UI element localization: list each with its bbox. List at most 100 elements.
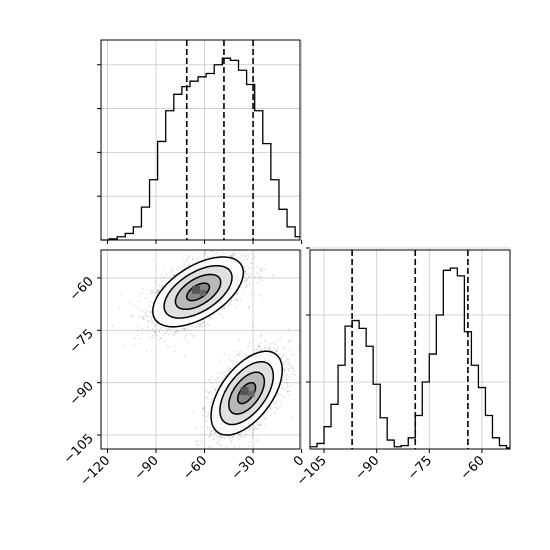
scatter-point (212, 432, 215, 435)
scatter-point (219, 359, 222, 362)
scatter-point (288, 358, 290, 361)
scatter-point (276, 350, 278, 352)
scatter-point (166, 345, 169, 347)
scatter-point (236, 292, 239, 295)
scatter-point (179, 328, 182, 331)
scatter-point (208, 256, 211, 258)
scatter-point (247, 266, 250, 269)
scatter-point (268, 407, 271, 410)
scatter-point (258, 345, 261, 348)
scatter-point (233, 363, 236, 365)
scatter-point (201, 426, 203, 429)
scatter-point (206, 256, 209, 258)
scatter-point (163, 340, 165, 343)
scatter-point (235, 349, 238, 352)
scatter-point (255, 349, 258, 351)
scatter-point (145, 297, 148, 300)
scatter-point (272, 401, 275, 403)
scatter-point (150, 310, 152, 313)
scatter-point (154, 324, 157, 327)
scatter-point (245, 433, 247, 436)
scatter-point (270, 408, 272, 410)
scatter-point (172, 333, 174, 336)
scatter-point (291, 369, 294, 372)
scatter-point (253, 429, 256, 432)
scatter-point (280, 401, 283, 403)
scatter-point (167, 333, 169, 336)
scatter-point (205, 390, 208, 393)
scatter-point (216, 251, 219, 254)
scatter-point (282, 378, 284, 381)
scatter-point (211, 250, 214, 253)
density-peak-cell (200, 289, 207, 296)
scatter-point (251, 253, 254, 256)
scatter-point (151, 327, 154, 330)
scatter-point (226, 369, 229, 371)
scatter-point (139, 337, 142, 340)
scatter-point (141, 287, 144, 290)
scatter-point (251, 292, 253, 295)
scatter-point (263, 346, 266, 348)
scatter-point (195, 326, 197, 329)
scatter-point (237, 434, 240, 436)
scatter-point (137, 300, 140, 303)
scatter-point (217, 240, 219, 242)
scatter-point (165, 272, 168, 275)
scatter-point (236, 437, 239, 440)
histogram-frame (309, 249, 511, 450)
scatter-point (258, 346, 261, 348)
scatter-point (280, 356, 283, 359)
scatter-point (189, 325, 192, 328)
scatter-point (172, 274, 175, 276)
scatter-point (200, 326, 203, 328)
scatter-point (291, 415, 294, 418)
scatter-point (210, 398, 213, 400)
scatter-point (232, 253, 235, 256)
scatter-point (173, 345, 176, 347)
scatter-point (217, 312, 220, 315)
scatter-point (229, 254, 232, 257)
scatter-point (154, 330, 156, 333)
scatter-point (264, 345, 267, 348)
scatter-point (204, 252, 207, 255)
scatter-point (157, 289, 160, 291)
scatter-point (148, 320, 151, 323)
scatter-point (258, 427, 261, 430)
scatter-point (232, 436, 235, 439)
scatter-point (131, 315, 134, 318)
scatter-point (256, 271, 259, 274)
y-tick-label: −105 (61, 431, 97, 467)
x-tick-label: −90 (132, 453, 162, 483)
scatter-point (252, 433, 255, 436)
scatter-point (166, 330, 168, 333)
scatter-point (251, 266, 254, 269)
scatter-point (131, 315, 134, 318)
scatter-point (162, 276, 165, 279)
scatter-point (281, 355, 284, 358)
scatter-point (266, 409, 269, 412)
scatter-point (267, 349, 270, 351)
density-layer (112, 240, 300, 449)
scatter-point (238, 439, 240, 441)
scatter-point (262, 415, 265, 418)
scatter-point (267, 411, 269, 414)
density-peak-cell (240, 387, 249, 396)
scatter-point (287, 361, 290, 363)
scatter-point (243, 242, 245, 244)
scatter-point (183, 328, 186, 330)
scatter-point (202, 414, 205, 417)
scatter-point (238, 434, 241, 436)
scatter-point (286, 386, 289, 388)
scatter-point (208, 446, 211, 449)
scatter-point (258, 275, 261, 278)
scatter-point (214, 378, 217, 381)
scatter-point (291, 367, 294, 369)
scatter-point (215, 435, 218, 438)
scatter-point (264, 418, 267, 420)
scatter-point (137, 333, 139, 336)
scatter-point (220, 435, 223, 438)
scatter-point (164, 332, 167, 335)
scatter-point (260, 334, 263, 337)
scatter-point (223, 371, 226, 374)
scatter-point (214, 431, 217, 434)
